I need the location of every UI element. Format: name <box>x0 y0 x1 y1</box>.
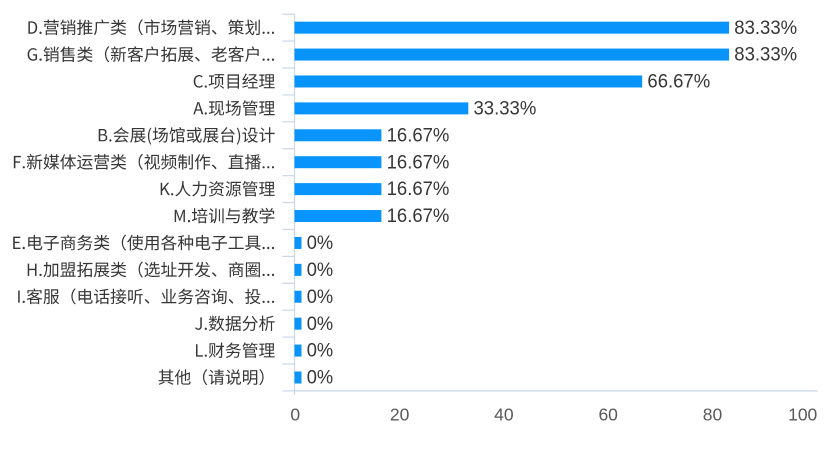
svg-text:0%: 0% <box>307 232 333 254</box>
svg-text:33.33%: 33.33% <box>474 97 537 119</box>
svg-text:16.67%: 16.67% <box>387 205 450 227</box>
svg-text:16.67%: 16.67% <box>387 151 450 173</box>
svg-text:83.33%: 83.33% <box>734 44 797 66</box>
svg-text:20: 20 <box>390 404 410 424</box>
svg-text:0%: 0% <box>307 313 333 335</box>
svg-text:100: 100 <box>788 404 817 424</box>
svg-text:66.67%: 66.67% <box>647 71 710 93</box>
svg-text:16.67%: 16.67% <box>387 124 450 146</box>
svg-text:0%: 0% <box>307 367 333 389</box>
svg-text:80: 80 <box>703 404 723 424</box>
svg-text:0%: 0% <box>307 286 333 308</box>
svg-text:0%: 0% <box>307 259 333 281</box>
svg-text:0: 0 <box>290 404 300 424</box>
svg-text:0%: 0% <box>307 340 333 362</box>
svg-text:60: 60 <box>598 404 618 424</box>
svg-text:16.67%: 16.67% <box>387 178 450 200</box>
svg-text:40: 40 <box>494 404 514 424</box>
svg-text:83.33%: 83.33% <box>734 17 797 39</box>
